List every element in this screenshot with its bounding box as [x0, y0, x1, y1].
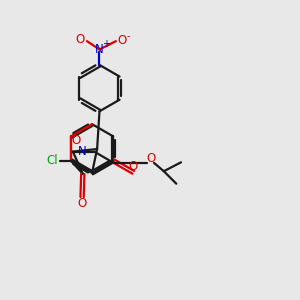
Text: -: -: [127, 31, 130, 41]
Text: O: O: [77, 197, 87, 210]
Text: O: O: [72, 134, 81, 147]
Text: N: N: [95, 43, 104, 56]
Text: O: O: [146, 152, 156, 165]
Text: O: O: [128, 160, 137, 173]
Text: N: N: [78, 145, 87, 158]
Text: Cl: Cl: [47, 154, 58, 167]
Text: +: +: [102, 39, 110, 49]
Text: O: O: [117, 34, 126, 47]
Text: O: O: [76, 33, 85, 46]
